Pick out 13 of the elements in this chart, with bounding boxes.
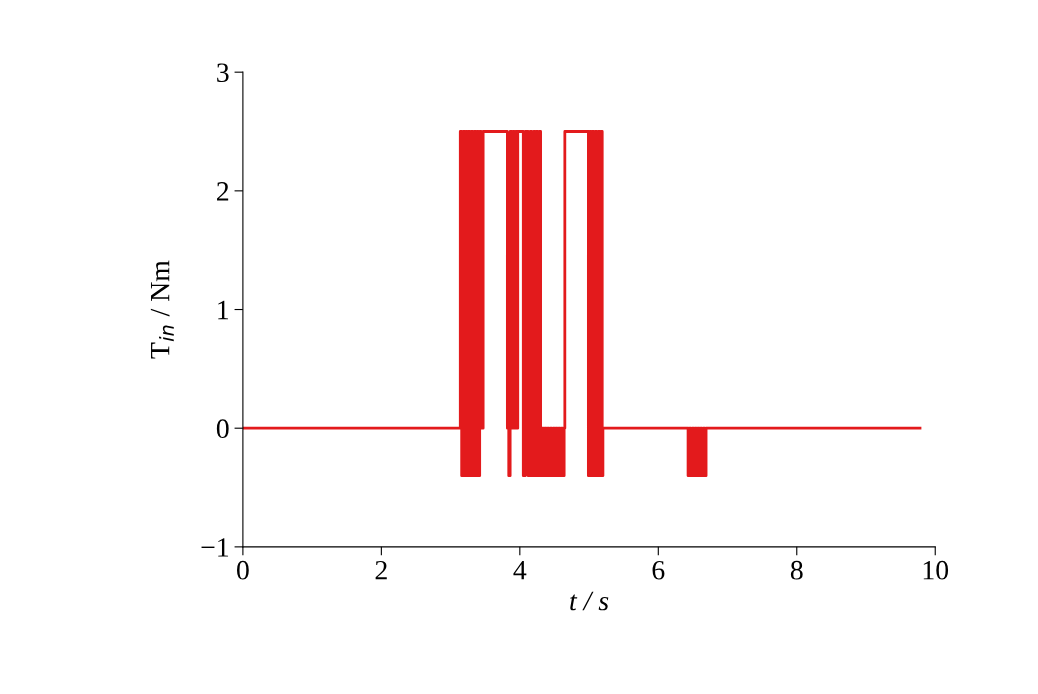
x-tick-label: 10	[923, 560, 949, 580]
x-tick-label: 2	[375, 560, 387, 580]
y-tick-label: 0	[216, 419, 229, 439]
y-tick-label: 2	[217, 182, 229, 201]
y-axis-title: T$_{in}$ / Nm	[150, 260, 174, 359]
x-tick-label: 4	[513, 561, 527, 580]
y-tick-label: 1	[218, 300, 229, 320]
x-tick-label: 8	[790, 560, 803, 580]
y-tick-label: −1	[201, 538, 229, 557]
x-tick-label: 0	[237, 560, 249, 580]
y-tick-label: 3	[217, 63, 229, 83]
x-tick-label: 6	[652, 560, 665, 580]
x-axis-title: t / s	[570, 591, 609, 611]
